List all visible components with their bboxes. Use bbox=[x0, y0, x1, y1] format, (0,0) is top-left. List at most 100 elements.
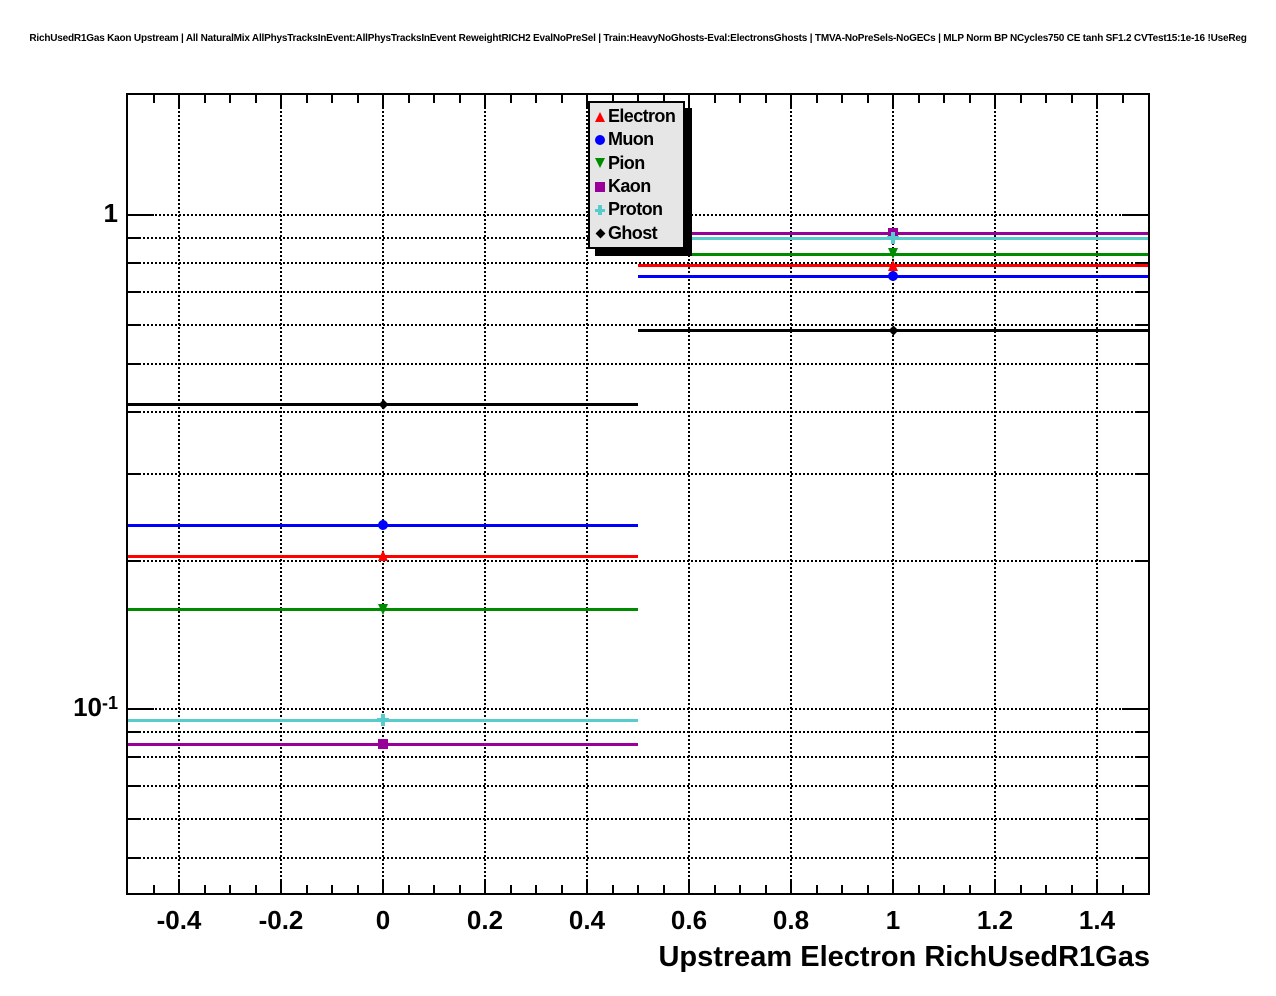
y-tick bbox=[1135, 362, 1148, 365]
x-tick bbox=[433, 95, 435, 103]
x-tick bbox=[713, 885, 716, 893]
y-tick bbox=[128, 756, 141, 759]
legend-label: Muon bbox=[608, 129, 654, 150]
y-tick bbox=[128, 559, 141, 562]
y-tick bbox=[1122, 708, 1148, 711]
x-tick-label: 0.4 bbox=[568, 905, 606, 935]
data-marker-ghost bbox=[378, 399, 388, 410]
y-tick bbox=[1135, 784, 1148, 787]
y-tick bbox=[1135, 323, 1148, 326]
x-tick bbox=[662, 95, 665, 103]
legend-item-muon: Muon bbox=[593, 128, 683, 151]
x-tick bbox=[866, 885, 869, 893]
x-tick bbox=[1121, 95, 1124, 103]
x-tick bbox=[943, 95, 945, 103]
y-gridline bbox=[128, 323, 1148, 326]
y-tick bbox=[128, 472, 141, 475]
y-gridline bbox=[128, 262, 1148, 264]
x-tick bbox=[917, 95, 920, 103]
x-tick bbox=[305, 95, 308, 103]
x-tick bbox=[662, 885, 665, 893]
x-tick bbox=[1045, 95, 1047, 103]
triangleup-icon bbox=[595, 111, 605, 122]
x-tick bbox=[229, 885, 231, 893]
x-tick bbox=[1070, 885, 1073, 893]
x-tick bbox=[1096, 95, 1098, 109]
x-tick bbox=[790, 879, 792, 893]
y-gridline bbox=[128, 708, 1148, 711]
data-marker-ghost bbox=[888, 325, 898, 336]
y-tick-label-base: 10 bbox=[73, 692, 102, 723]
data-marker-electron bbox=[377, 550, 388, 562]
y-tick bbox=[1135, 290, 1148, 293]
y-tick bbox=[128, 708, 154, 711]
x-tick bbox=[382, 879, 384, 893]
legend-label: Kaon bbox=[608, 176, 651, 197]
y-tick bbox=[1135, 756, 1148, 759]
x-tick bbox=[815, 885, 818, 893]
legend-label: Ghost bbox=[608, 222, 658, 243]
x-axis-title: Upstream Electron RichUsedR1Gas bbox=[658, 941, 1150, 973]
x-tick bbox=[331, 95, 333, 103]
y-gridline bbox=[128, 857, 1148, 860]
x-tick bbox=[458, 95, 461, 103]
x-tick bbox=[815, 95, 818, 103]
y-tick bbox=[1135, 262, 1148, 264]
x-gridline bbox=[790, 95, 792, 893]
x-tick bbox=[535, 95, 537, 103]
x-tick bbox=[407, 95, 410, 103]
x-tick bbox=[254, 885, 257, 893]
y-gridline bbox=[128, 817, 1148, 820]
x-tick bbox=[203, 885, 206, 893]
x-tick bbox=[280, 879, 282, 893]
y-gridline bbox=[128, 756, 1148, 759]
x-tick bbox=[866, 95, 869, 103]
x-tick bbox=[713, 95, 716, 103]
x-tick bbox=[790, 95, 792, 109]
data-marker-pion bbox=[377, 603, 388, 615]
x-tick bbox=[178, 95, 180, 109]
x-tick-label: 0.8 bbox=[772, 905, 810, 935]
y-tick bbox=[1135, 410, 1148, 413]
x-tick bbox=[892, 879, 894, 893]
y-tick bbox=[1135, 559, 1148, 562]
legend-item-electron: Electron bbox=[593, 105, 683, 128]
plot-title: RichUsedR1Gas Kaon Upstream | All Natura… bbox=[29, 33, 1247, 44]
x-tick bbox=[917, 885, 920, 893]
legend-box: Electron Muon Pion Kaon Proton Ghost bbox=[588, 101, 685, 249]
data-marker-electron bbox=[887, 259, 898, 271]
x-tick bbox=[560, 885, 563, 893]
y-tick bbox=[128, 323, 141, 326]
x-tick bbox=[535, 885, 537, 893]
cross-icon bbox=[595, 205, 605, 216]
y-gridline bbox=[128, 290, 1148, 293]
x-gridline bbox=[688, 95, 690, 893]
x-tick-label: 0 bbox=[375, 905, 391, 935]
legend-label: Proton bbox=[608, 199, 663, 220]
legend-item-ghost: Ghost bbox=[593, 222, 683, 245]
data-marker-muon bbox=[888, 271, 898, 281]
y-tick bbox=[128, 410, 141, 413]
y-tick bbox=[1122, 214, 1148, 217]
x-tick-label: 1.2 bbox=[976, 905, 1014, 935]
data-marker-pion bbox=[887, 248, 898, 260]
y-tick bbox=[128, 857, 141, 860]
diamond-icon bbox=[595, 228, 605, 239]
x-tick bbox=[739, 885, 741, 893]
x-tick bbox=[229, 95, 231, 103]
legend-marker-pion bbox=[593, 156, 608, 171]
y-tick bbox=[128, 784, 141, 787]
x-tick bbox=[637, 885, 639, 893]
x-tick bbox=[331, 885, 333, 893]
legend-item-proton: Proton bbox=[593, 198, 683, 221]
x-tick bbox=[203, 95, 206, 103]
x-tick-label: -0.4 bbox=[156, 905, 202, 935]
y-tick bbox=[128, 362, 141, 365]
cross-bar-horizontal bbox=[887, 236, 899, 241]
data-marker-muon bbox=[378, 520, 388, 531]
x-tick-label: 1 bbox=[885, 905, 901, 935]
y-tick bbox=[1135, 472, 1148, 475]
x-tick-label: -0.2 bbox=[258, 905, 304, 935]
legend-label: Pion bbox=[608, 152, 645, 173]
y-tick bbox=[128, 236, 141, 239]
